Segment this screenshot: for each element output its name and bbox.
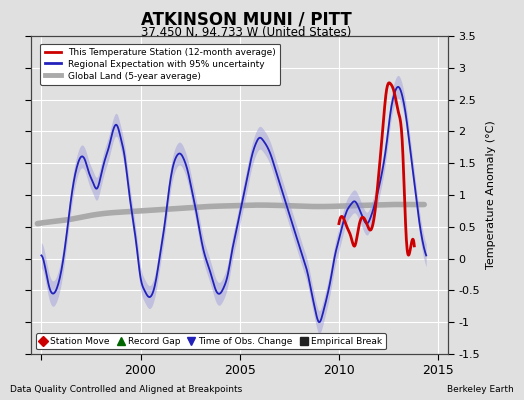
Text: Berkeley Earth: Berkeley Earth (447, 385, 514, 394)
Text: Data Quality Controlled and Aligned at Breakpoints: Data Quality Controlled and Aligned at B… (10, 385, 243, 394)
Legend: Station Move, Record Gap, Time of Obs. Change, Empirical Break: Station Move, Record Gap, Time of Obs. C… (36, 333, 386, 350)
Text: 37.450 N, 94.733 W (United States): 37.450 N, 94.733 W (United States) (141, 26, 352, 39)
Text: ATKINSON MUNI / PITT: ATKINSON MUNI / PITT (141, 10, 352, 28)
Y-axis label: Temperature Anomaly (°C): Temperature Anomaly (°C) (486, 121, 496, 269)
